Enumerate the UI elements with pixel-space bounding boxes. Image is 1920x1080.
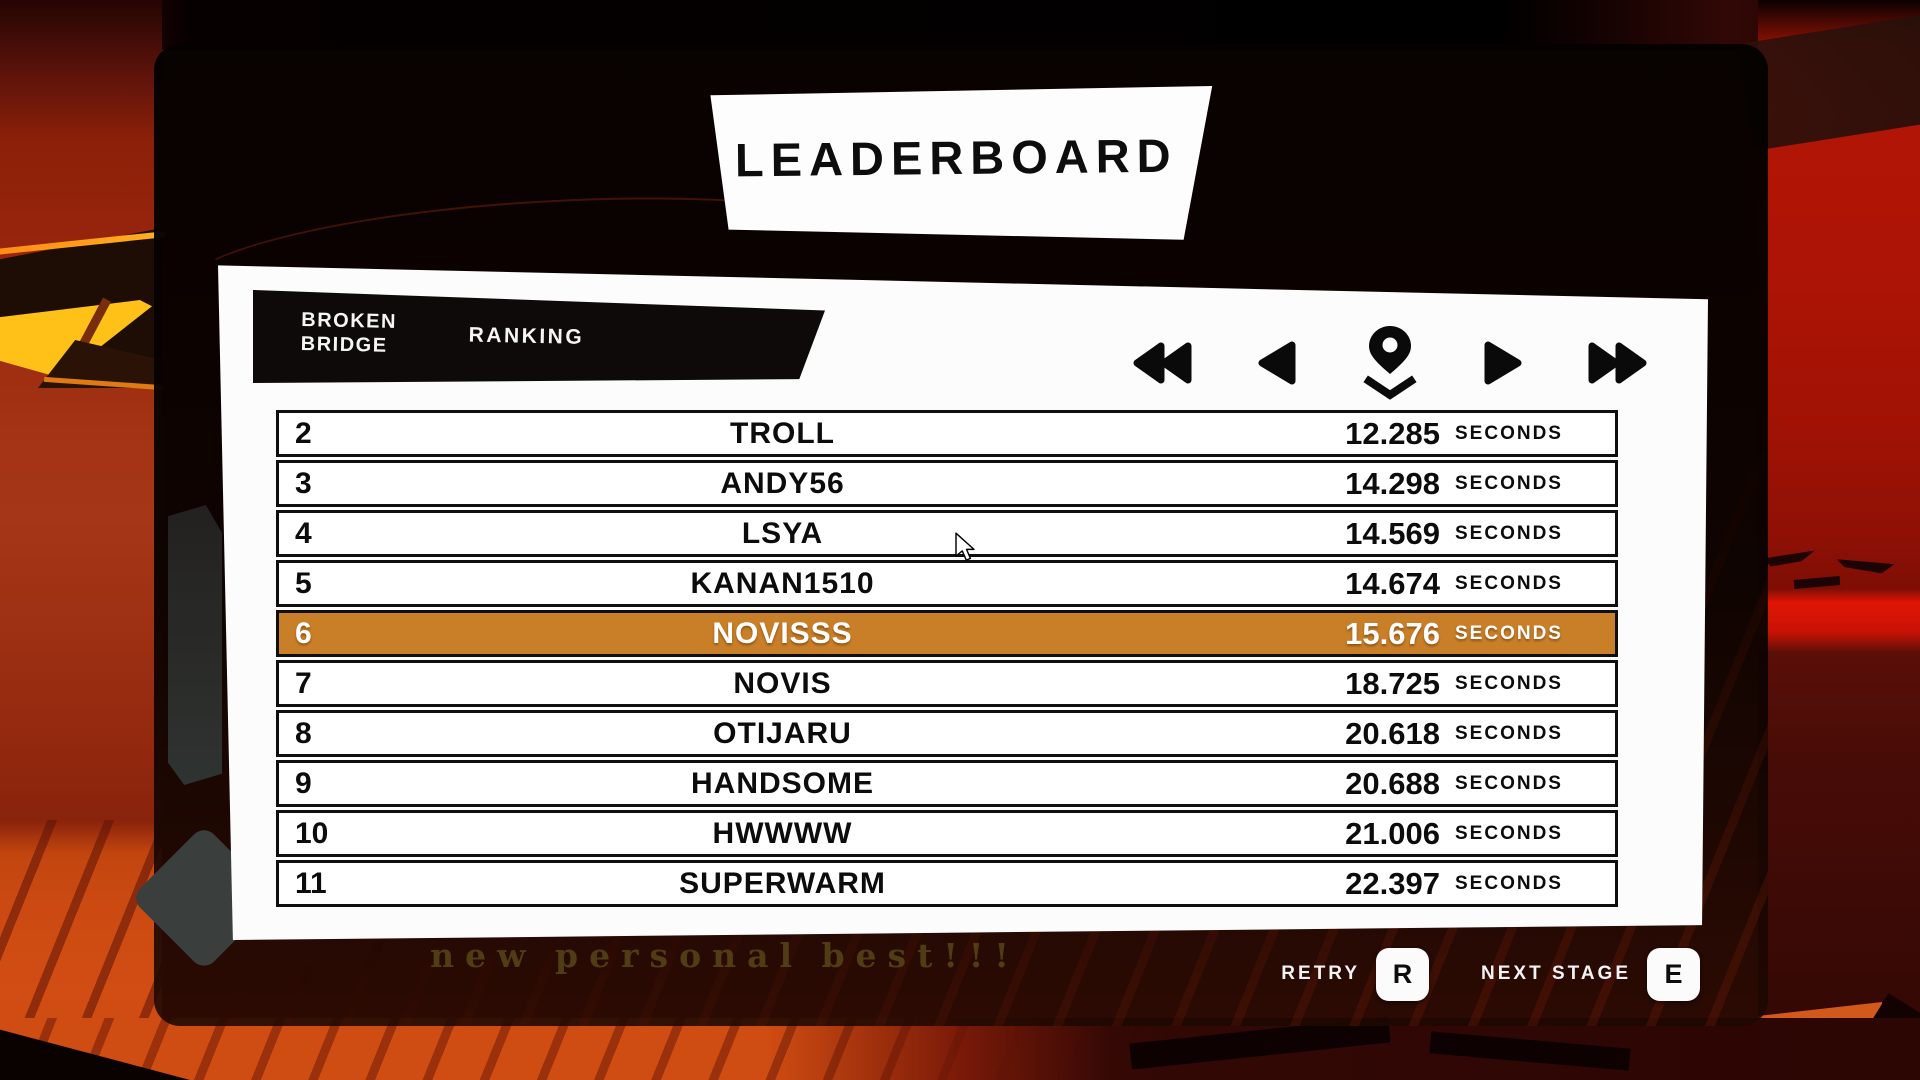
next-page-button[interactable] — [1478, 338, 1526, 388]
table-row: 7 NOVIS 18.725 SECONDS — [276, 660, 1618, 707]
terrain-bottom-strip — [0, 1018, 1920, 1080]
row-rank: 8 — [295, 716, 312, 750]
row-player-name: SUPERWARM — [679, 866, 886, 900]
row-seconds-label: SECONDS — [1455, 722, 1563, 744]
row-player-name: HWWWW — [712, 816, 853, 850]
skip-back-button[interactable] — [1130, 338, 1196, 388]
locate-player-icon — [1363, 326, 1417, 400]
previous-icon — [1258, 341, 1296, 385]
next-icon — [1484, 341, 1522, 385]
stage-name-line1: BROKEN — [301, 309, 398, 334]
skip-back-icon — [1133, 342, 1192, 384]
row-rank: 11 — [295, 866, 327, 900]
ranking-board: BROKEN BRIDGE RANKING — [218, 265, 1708, 940]
horizon-silhouette — [1836, 556, 1895, 575]
horizon-silhouette — [1763, 546, 1816, 570]
pagination-controls — [1130, 320, 1650, 406]
table-row: 10 HWWWW 21.006 SECONDS — [276, 810, 1618, 857]
row-player-name: HANDSOME — [690, 766, 874, 800]
row-player-name: ANDY56 — [720, 466, 845, 500]
skip-forward-icon — [1588, 342, 1647, 384]
sky-top-strip — [0, 0, 1920, 50]
row-player-name: LSYA — [741, 516, 824, 550]
row-seconds-label: SECONDS — [1455, 572, 1563, 594]
row-rank: 3 — [295, 466, 312, 500]
row-player-name: NOVISSS — [712, 616, 853, 650]
row-time: 22.397 — [1345, 865, 1440, 901]
row-seconds-label: SECONDS — [1455, 772, 1563, 794]
row-player-name: NOVIS — [733, 666, 832, 700]
next-stage-label: NEXT STAGE — [1481, 963, 1631, 984]
row-rank: 2 — [295, 416, 312, 450]
table-row: 5 KANAN1510 14.674 SECONDS — [276, 560, 1618, 607]
skip-forward-button[interactable] — [1584, 338, 1650, 388]
personal-best-message: new personal best!!! — [430, 936, 1020, 975]
scenery-right — [1736, 0, 1920, 1080]
next-stage-button[interactable]: NEXT STAGE E — [1481, 947, 1700, 1001]
row-time: 15.676 — [1345, 615, 1440, 651]
row-rank: 5 — [295, 566, 312, 600]
stage-name-line2: BRIDGE — [300, 333, 388, 357]
row-rank: 10 — [295, 816, 329, 850]
row-time: 12.285 — [1345, 415, 1440, 451]
row-seconds-label: SECONDS — [1455, 522, 1563, 544]
ranking-label: RANKING — [468, 323, 585, 349]
table-row: 2 TROLL 12.285 SECONDS — [276, 410, 1618, 457]
footer-actions: RETRY R NEXT STAGE E — [1180, 944, 1700, 1004]
row-time: 14.674 — [1345, 565, 1440, 601]
table-row: 11 SUPERWARM 22.397 SECONDS — [276, 860, 1618, 907]
row-player-name: OTIJARU — [713, 716, 852, 750]
row-seconds-label: SECONDS — [1455, 672, 1563, 694]
horizon-silhouette — [1793, 576, 1841, 589]
row-time: 14.569 — [1345, 515, 1440, 551]
page-title: LEADERBOARD — [734, 128, 1178, 186]
row-rank: 9 — [295, 766, 312, 800]
previous-page-button[interactable] — [1254, 338, 1302, 388]
leaderboard-table: 2 TROLL 12.285 SECONDS 3 ANDY56 14.298 S… — [276, 410, 1618, 907]
next-stage-key-badge: E — [1647, 947, 1700, 1001]
row-seconds-label: SECONDS — [1455, 622, 1563, 644]
locate-player-button[interactable] — [1360, 324, 1420, 402]
row-seconds-label: SECONDS — [1455, 822, 1563, 844]
stage-banner: BROKEN BRIDGE RANKING — [253, 289, 825, 384]
table-row: 4 LSYA 14.569 SECONDS — [276, 510, 1618, 557]
row-rank: 7 — [295, 666, 312, 700]
scenery-left — [0, 0, 166, 1080]
row-time: 20.618 — [1345, 715, 1440, 751]
table-row: 8 OTIJARU 20.618 SECONDS — [276, 710, 1618, 757]
table-row: 3 ANDY56 14.298 SECONDS — [276, 460, 1618, 507]
table-row: 9 HANDSOME 20.688 SECONDS — [276, 760, 1618, 807]
row-rank: 6 — [295, 616, 312, 650]
row-rank: 4 — [295, 516, 312, 550]
stage-name: BROKEN BRIDGE — [301, 308, 398, 358]
retry-key-badge: R — [1376, 947, 1429, 1001]
grey-pillar-prop — [168, 505, 222, 785]
row-seconds-label: SECONDS — [1455, 872, 1563, 894]
row-time: 21.006 — [1345, 815, 1440, 851]
row-seconds-label: SECONDS — [1455, 422, 1563, 444]
row-player-name: KANAN1510 — [690, 566, 875, 600]
leaderboard-title-banner: LEADERBOARD — [710, 85, 1213, 240]
row-player-name: TROLL — [730, 416, 835, 450]
retry-label: RETRY — [1281, 963, 1360, 984]
row-time: 18.725 — [1345, 665, 1440, 701]
row-seconds-label: SECONDS — [1455, 472, 1563, 494]
retry-button[interactable]: RETRY R — [1281, 947, 1429, 1001]
table-row: 6 NOVISSS 15.676 SECONDS — [276, 610, 1618, 657]
row-time: 20.688 — [1345, 765, 1440, 801]
row-time: 14.298 — [1345, 465, 1440, 501]
